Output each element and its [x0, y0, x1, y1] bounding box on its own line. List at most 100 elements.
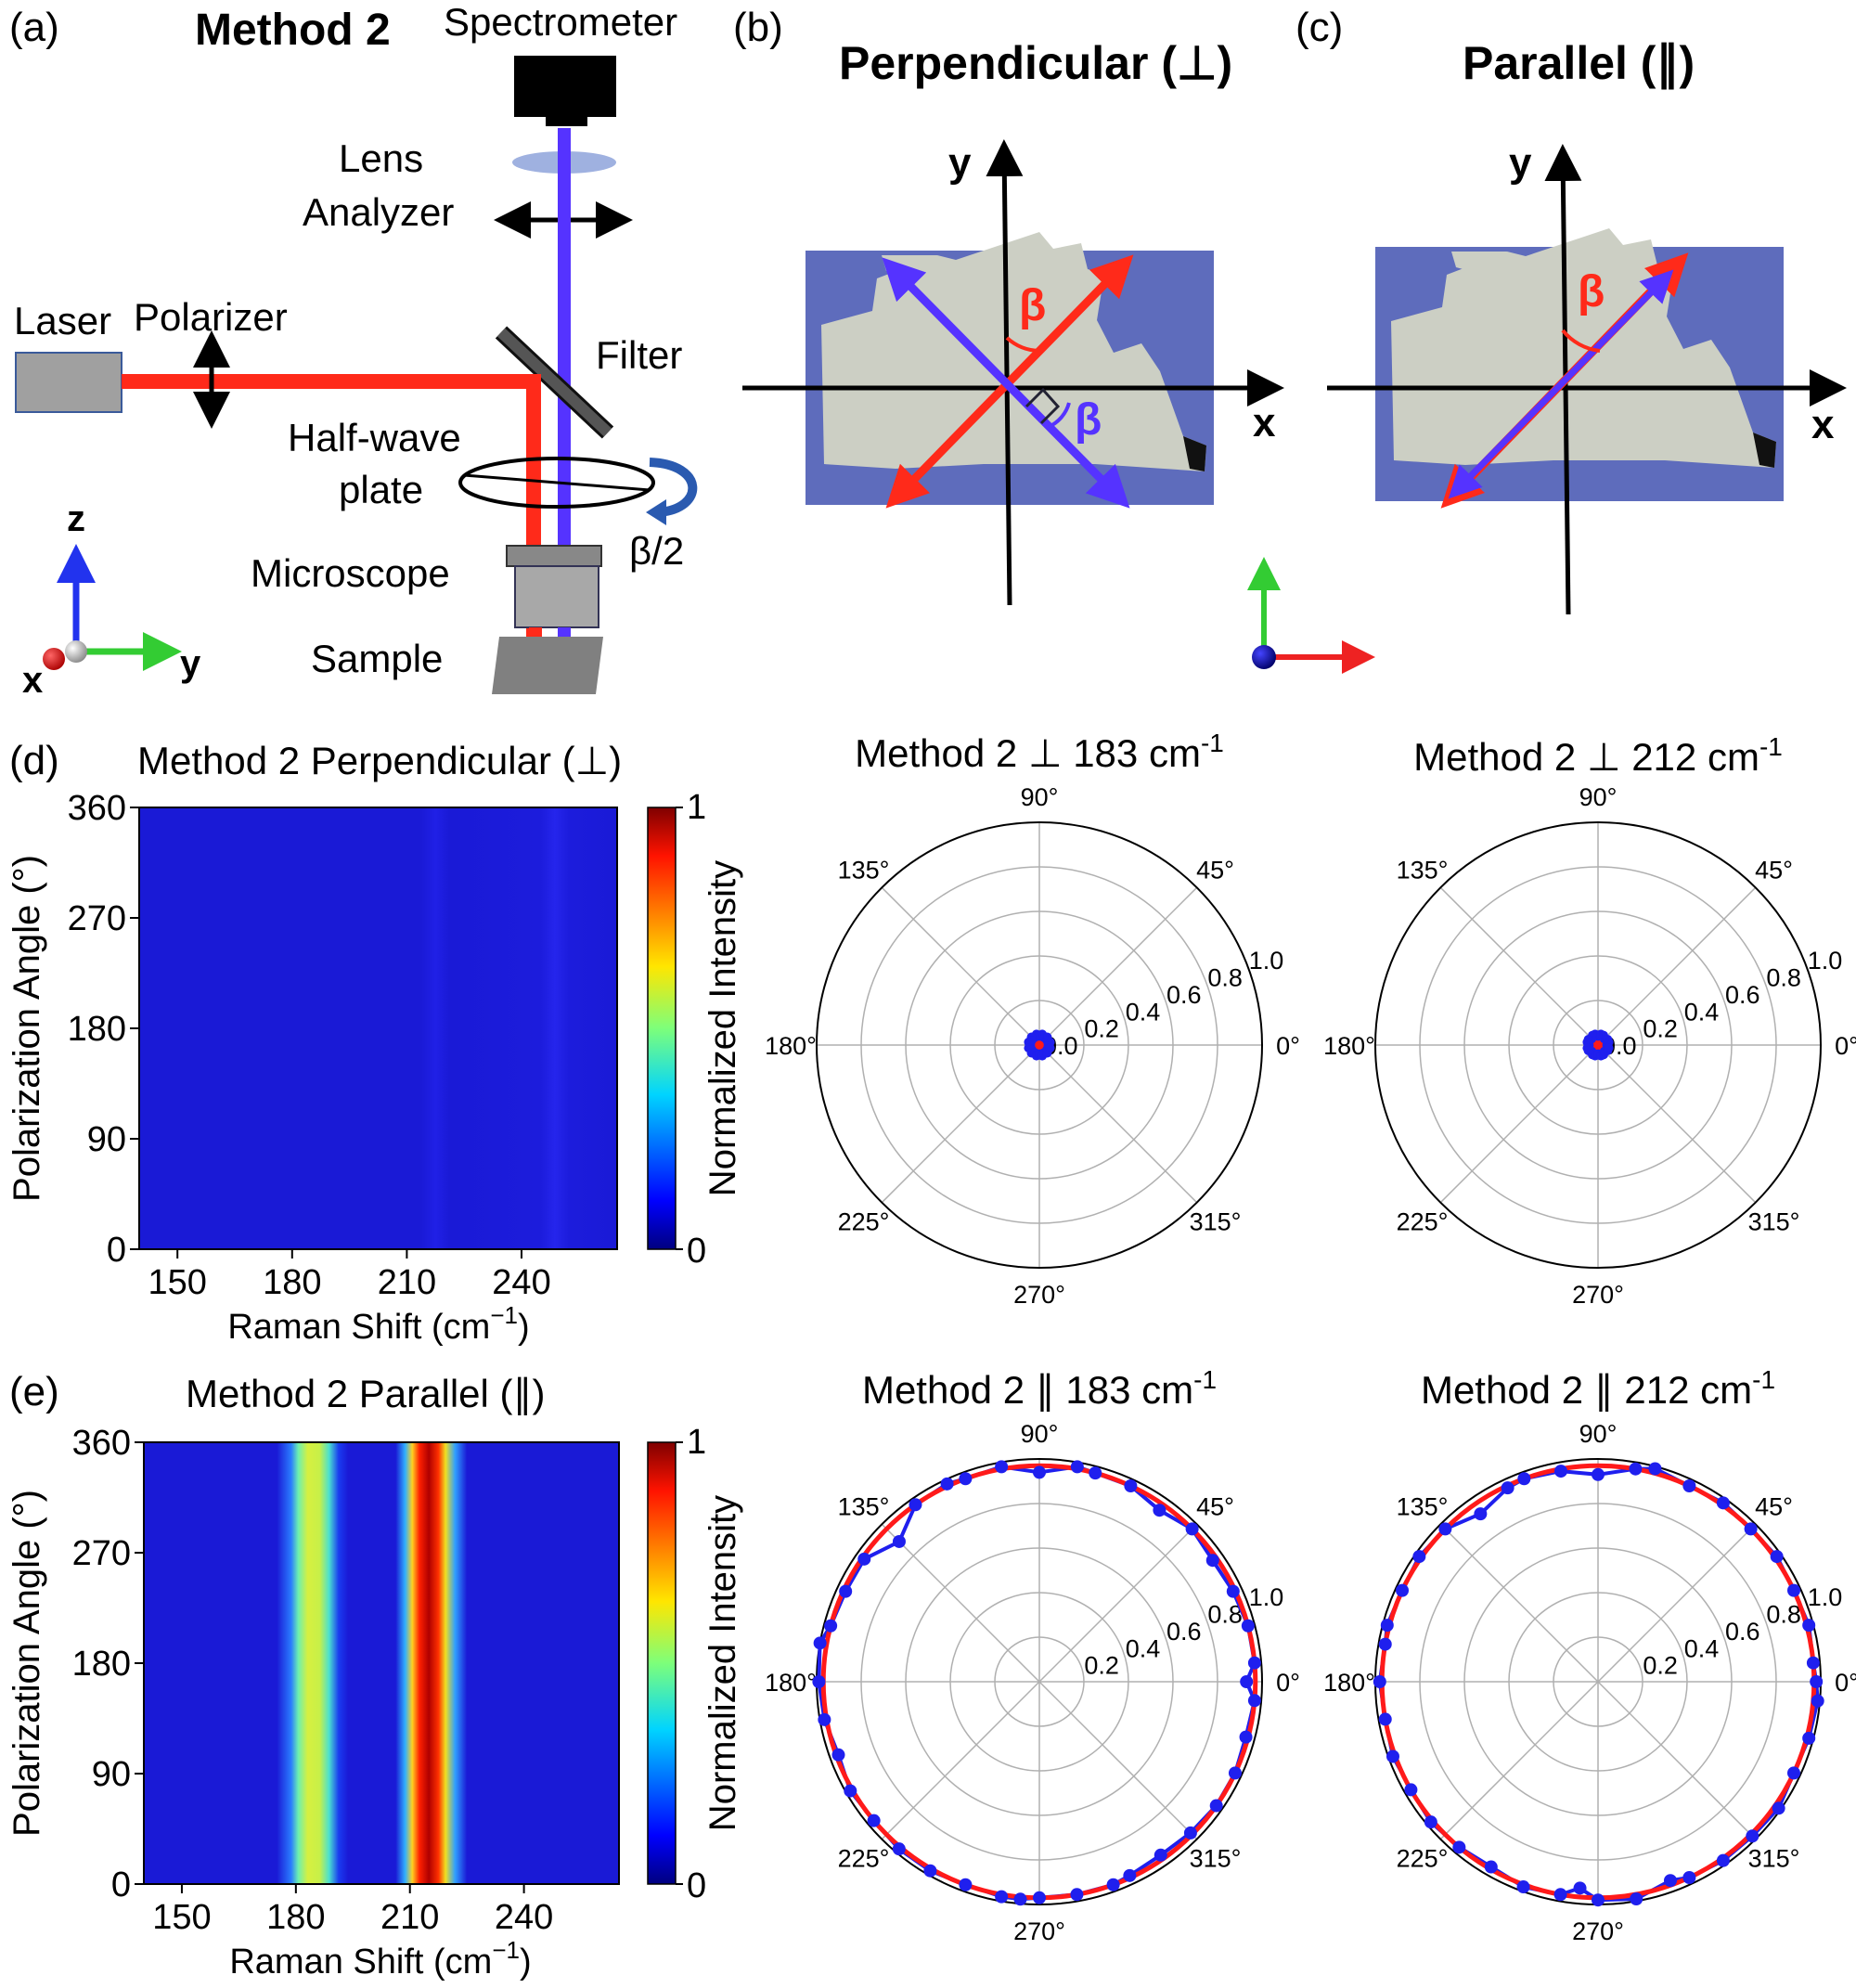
heatmap-perp-xtick-label-3: 240 [492, 1263, 550, 1302]
polar-perp-212-angle-label-7: 315° [1748, 1208, 1800, 1236]
polar-para-183-data-point [909, 1498, 922, 1512]
polar-para-183: 0° 45° 90° 135° 180° 225° 270° 315° 0.20.40.60.8… [765, 1420, 1300, 1945]
polar-para-212-data-point [1716, 1853, 1730, 1867]
polar-perp-183-angle-label-2: 90° [1021, 783, 1059, 811]
polar-perp-212-title: Method 2 ⊥ 212 cm-1 [1413, 732, 1783, 779]
polar-para-212-data-point [1501, 1481, 1514, 1495]
polar-para-183-data-point [831, 1748, 845, 1762]
polar-para-183-data-point [857, 1552, 871, 1566]
axis-x-label: x [22, 660, 43, 701]
heatmap-para-ytick-label-3: 270 [72, 1534, 131, 1573]
heatmap-para-ytick-label-0: 0 [111, 1865, 131, 1904]
polar-perp-212-radial-label-1: 0.2 [1643, 1015, 1678, 1043]
polar-perp-212-radial-label-5: 1.0 [1808, 947, 1843, 975]
microscope-icon [514, 565, 599, 628]
polar-para-183-data-point [995, 1890, 1009, 1904]
polar-para-183-data-point [1247, 1694, 1261, 1708]
rotation-label: β/2 [629, 529, 684, 573]
analyzer-label: Analyzer [303, 190, 454, 234]
b-beta-arc [1005, 336, 1040, 353]
polar-para-212-angle-label-5: 225° [1397, 1845, 1449, 1873]
polar-para-212-data-point [1396, 1583, 1410, 1597]
heatmap-para-xtick-label-3: 240 [495, 1898, 553, 1937]
polar-para-183-data-point [1033, 1891, 1046, 1904]
polar-para-212-data-point [1484, 1860, 1498, 1874]
polar-perp-212-angle-label-5: 225° [1397, 1208, 1449, 1236]
polar-perp-183-title: Method 2 ⊥ 183 cm-1 [855, 729, 1224, 775]
polar-para-212-data-point [1424, 1815, 1437, 1829]
polar-para-183-data-point [813, 1636, 827, 1650]
polar-para-212-radial-label-3: 0.6 [1725, 1618, 1760, 1646]
rotation-arrow-icon [649, 458, 698, 517]
polar-para-183-angle-label-6: 270° [1013, 1917, 1065, 1945]
polar-para-183-data-point [1124, 1479, 1138, 1493]
flake-b-edge [1183, 436, 1206, 471]
polar-para-212-data-point [1592, 1467, 1605, 1481]
polar-para-212-data-point [1806, 1656, 1820, 1670]
polarizer-label: Polarizer [134, 295, 288, 339]
polar-perp-212-radial-label-2: 0.4 [1684, 998, 1720, 1026]
polar-perp-212-radial-label-3: 0.6 [1725, 981, 1760, 1009]
polar-para-183-data-point [1240, 1675, 1254, 1688]
flake-c-edge [1753, 432, 1776, 468]
heatmap-perp-ytick-label-1: 90 [87, 1120, 126, 1159]
polar-perp-212-spoke-135 [1439, 886, 1599, 1046]
polar-para-183-spoke-135 [881, 1523, 1040, 1683]
heatmap-perp-ytick-label-3: 270 [68, 899, 126, 938]
polar-para-212-data-point [1746, 1829, 1759, 1843]
panel-c: (c) Parallel (∥) x y β [1295, 5, 1847, 615]
polar-perp-212-angle-label-2: 90° [1579, 783, 1618, 811]
heatmap-para-ytick-label-2: 180 [72, 1645, 131, 1684]
polar-para-183-data-point [1209, 1799, 1223, 1813]
polar-para-212-data-point [1438, 1522, 1452, 1536]
c-beta-arc [1561, 329, 1601, 353]
heatmap-para-ylabel: Polarization Angle (°) [6, 1490, 47, 1837]
laser-label: Laser [14, 299, 111, 342]
polar-para-183-data-point [892, 1534, 906, 1548]
polar-para-183-data-point [1070, 1888, 1084, 1902]
polar-para-212-data-point [1770, 1550, 1784, 1564]
polar-para-212-spoke-225 [1439, 1681, 1599, 1840]
heatmap-perp-ylabel: Polarization Angle (°) [6, 855, 47, 1202]
panel-e: (e) Method 2 Parallel (∥) 150 180 210 240 0 9… [6, 1369, 743, 1982]
polar-perp-212-fit-curve [1593, 1040, 1603, 1050]
c-x-label: x [1811, 402, 1835, 447]
panel-d: (d) Method 2 Perpendicular (⊥) 150 180 210… [6, 738, 743, 1347]
heatmap-perp-xlabel: Raman Shift (cm−1) [227, 1301, 529, 1347]
polar-para-183-data-point [940, 1477, 954, 1491]
heatmap-para-xtick-label-0: 150 [152, 1898, 211, 1937]
heatmap-perp-xtick-label-1: 180 [263, 1263, 321, 1302]
polar-para-183-angle-label-3: 135° [838, 1492, 890, 1520]
sample-icon [492, 637, 603, 694]
heatmap-para-ytick-label-1: 90 [92, 1755, 131, 1794]
polar-para-183-data-point [1123, 1868, 1137, 1882]
polar-perp-183-angle-label-7: 315° [1190, 1208, 1242, 1236]
polar-perp-212-spoke-315 [1597, 1044, 1757, 1204]
polar-para-212-spoke-45 [1597, 1523, 1757, 1683]
b-beta2-label: β [1075, 395, 1102, 445]
axis-y-label: y [180, 643, 201, 684]
polar-para-183-title: Method 2 ∥ 183 cm-1 [862, 1365, 1217, 1412]
polar-para-212-radial-label-2: 0.4 [1684, 1634, 1720, 1662]
spectrometer-label: Spectrometer [444, 0, 677, 44]
polar-para-183-data-point [824, 1619, 838, 1633]
polar-para-183-data-point [867, 1814, 881, 1827]
polar-para-212-data-point [1682, 1479, 1696, 1493]
polar-para-183-data-point [839, 1584, 853, 1598]
polar-para-183-radial-label-5: 1.0 [1249, 1583, 1284, 1611]
panel-a-title: Method 2 [195, 6, 391, 55]
polar-para-183-data-point [1154, 1848, 1167, 1862]
polar-para-183-radial-label-4: 0.8 [1207, 1601, 1243, 1629]
polar-para-183-data-point [1106, 1878, 1120, 1891]
polar-perp-212-angle-label-3: 135° [1397, 856, 1449, 884]
panel-c-label: (c) [1295, 5, 1343, 50]
heatmap-perp-ticks: 150 180 210 240 0 90 180 270 360 [68, 789, 551, 1302]
polar-para-183-data-point [1013, 1892, 1027, 1906]
microscope-label: Microscope [251, 551, 450, 595]
colorbar-para-tick-0: 0 [687, 1866, 706, 1905]
polar-perp-183: 0°45°90°135°180°225°270°315°0.00.20.40.6… [765, 783, 1300, 1309]
laser-beam [122, 374, 539, 389]
colorbar-perp [647, 807, 677, 1250]
polar-para-183-radial-label-1: 0.2 [1084, 1652, 1119, 1680]
